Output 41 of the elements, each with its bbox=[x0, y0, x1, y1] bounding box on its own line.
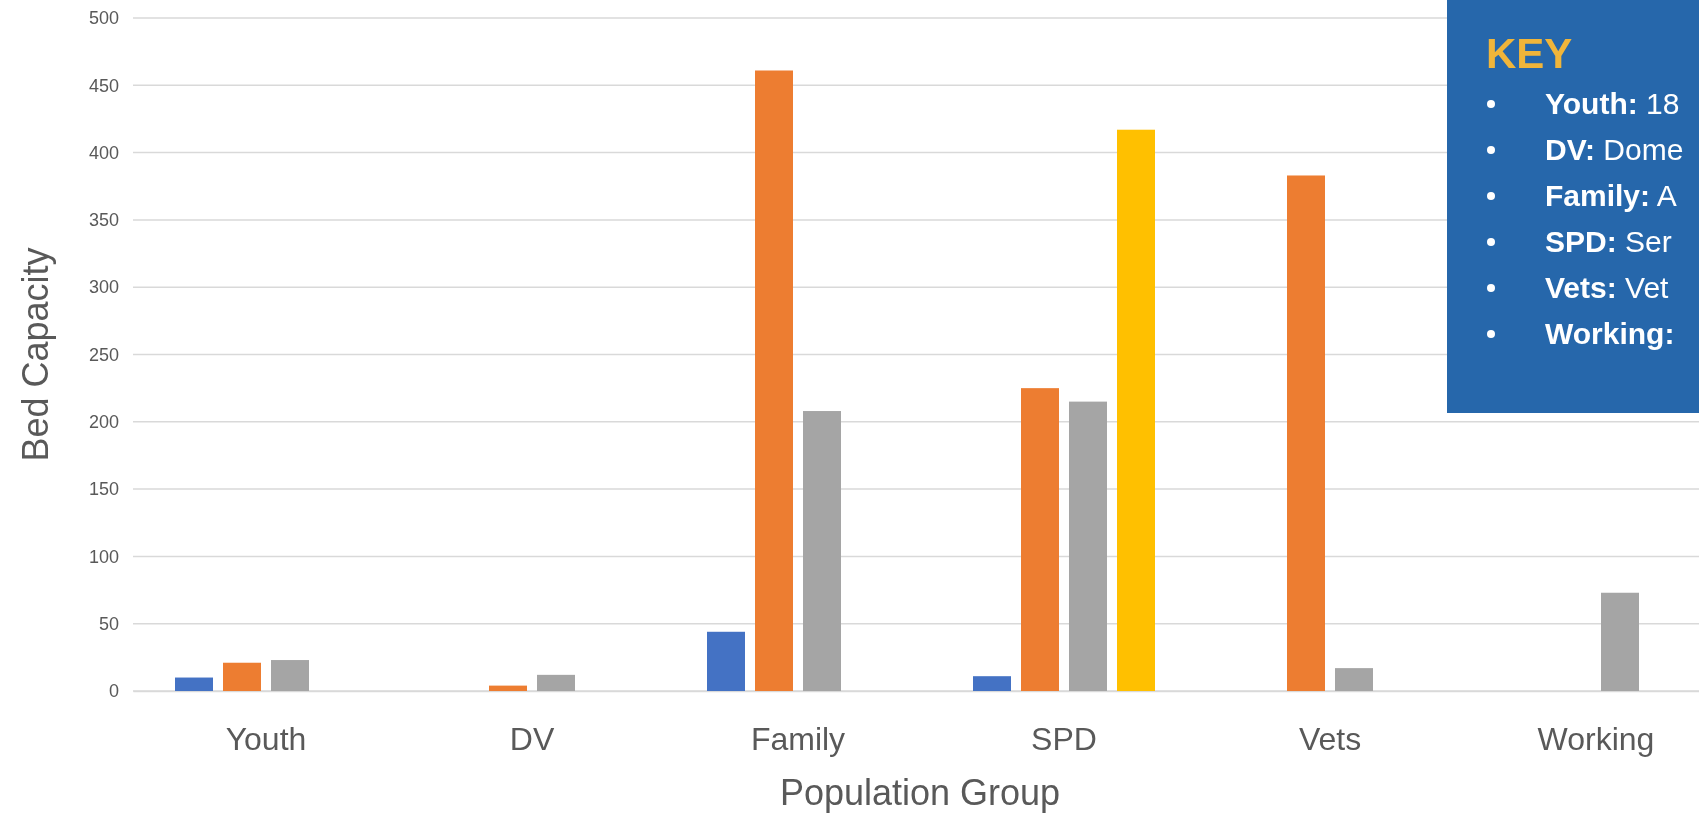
x-tick-label: DV bbox=[509, 720, 555, 757]
bar bbox=[973, 676, 1011, 691]
x-tick-label: Working bbox=[1537, 720, 1655, 757]
bar bbox=[271, 660, 309, 691]
y-tick-label: 200 bbox=[88, 412, 119, 433]
x-tick-label: SPD bbox=[1031, 720, 1097, 757]
y-tick-label: 50 bbox=[98, 613, 119, 634]
bar bbox=[223, 662, 261, 691]
annotation: KEY bbox=[1486, 30, 1573, 77]
bar bbox=[1117, 129, 1155, 691]
y-tick-label: 250 bbox=[88, 344, 119, 365]
y-tick-label: 400 bbox=[88, 142, 119, 163]
bar bbox=[1069, 401, 1107, 691]
bar bbox=[1335, 668, 1373, 691]
bar bbox=[755, 70, 793, 691]
y-tick-label: 350 bbox=[88, 210, 119, 231]
bar bbox=[489, 685, 527, 691]
bar bbox=[1021, 388, 1059, 691]
annotation: Family: A bbox=[1545, 179, 1677, 212]
y-axis-title: Bed Capacity bbox=[15, 247, 56, 462]
y-tick-label: 300 bbox=[88, 277, 119, 298]
y-tick-label: 500 bbox=[88, 8, 119, 29]
annotation: Working: bbox=[1545, 317, 1675, 350]
annotation: DV: Dome bbox=[1545, 133, 1684, 166]
x-tick-label: Family bbox=[750, 720, 846, 757]
bar bbox=[803, 411, 841, 691]
annotation: SPD: Ser bbox=[1545, 225, 1672, 258]
bar bbox=[175, 677, 213, 691]
y-tick-label: 150 bbox=[88, 479, 119, 500]
x-tick-label: Vets bbox=[1298, 720, 1362, 757]
y-tick-label: 0 bbox=[108, 681, 119, 702]
bar bbox=[707, 631, 745, 691]
bar bbox=[1601, 592, 1639, 691]
annotation: Youth: 18 bbox=[1545, 87, 1680, 120]
x-axis-title: Population Group bbox=[779, 772, 1061, 813]
bar bbox=[1287, 175, 1325, 691]
bar bbox=[537, 674, 575, 691]
y-tick-label: 450 bbox=[88, 75, 119, 96]
y-tick-label: 100 bbox=[88, 546, 119, 567]
annotation: Vets: Vet bbox=[1545, 271, 1670, 304]
x-tick-label: Youth bbox=[225, 720, 307, 757]
